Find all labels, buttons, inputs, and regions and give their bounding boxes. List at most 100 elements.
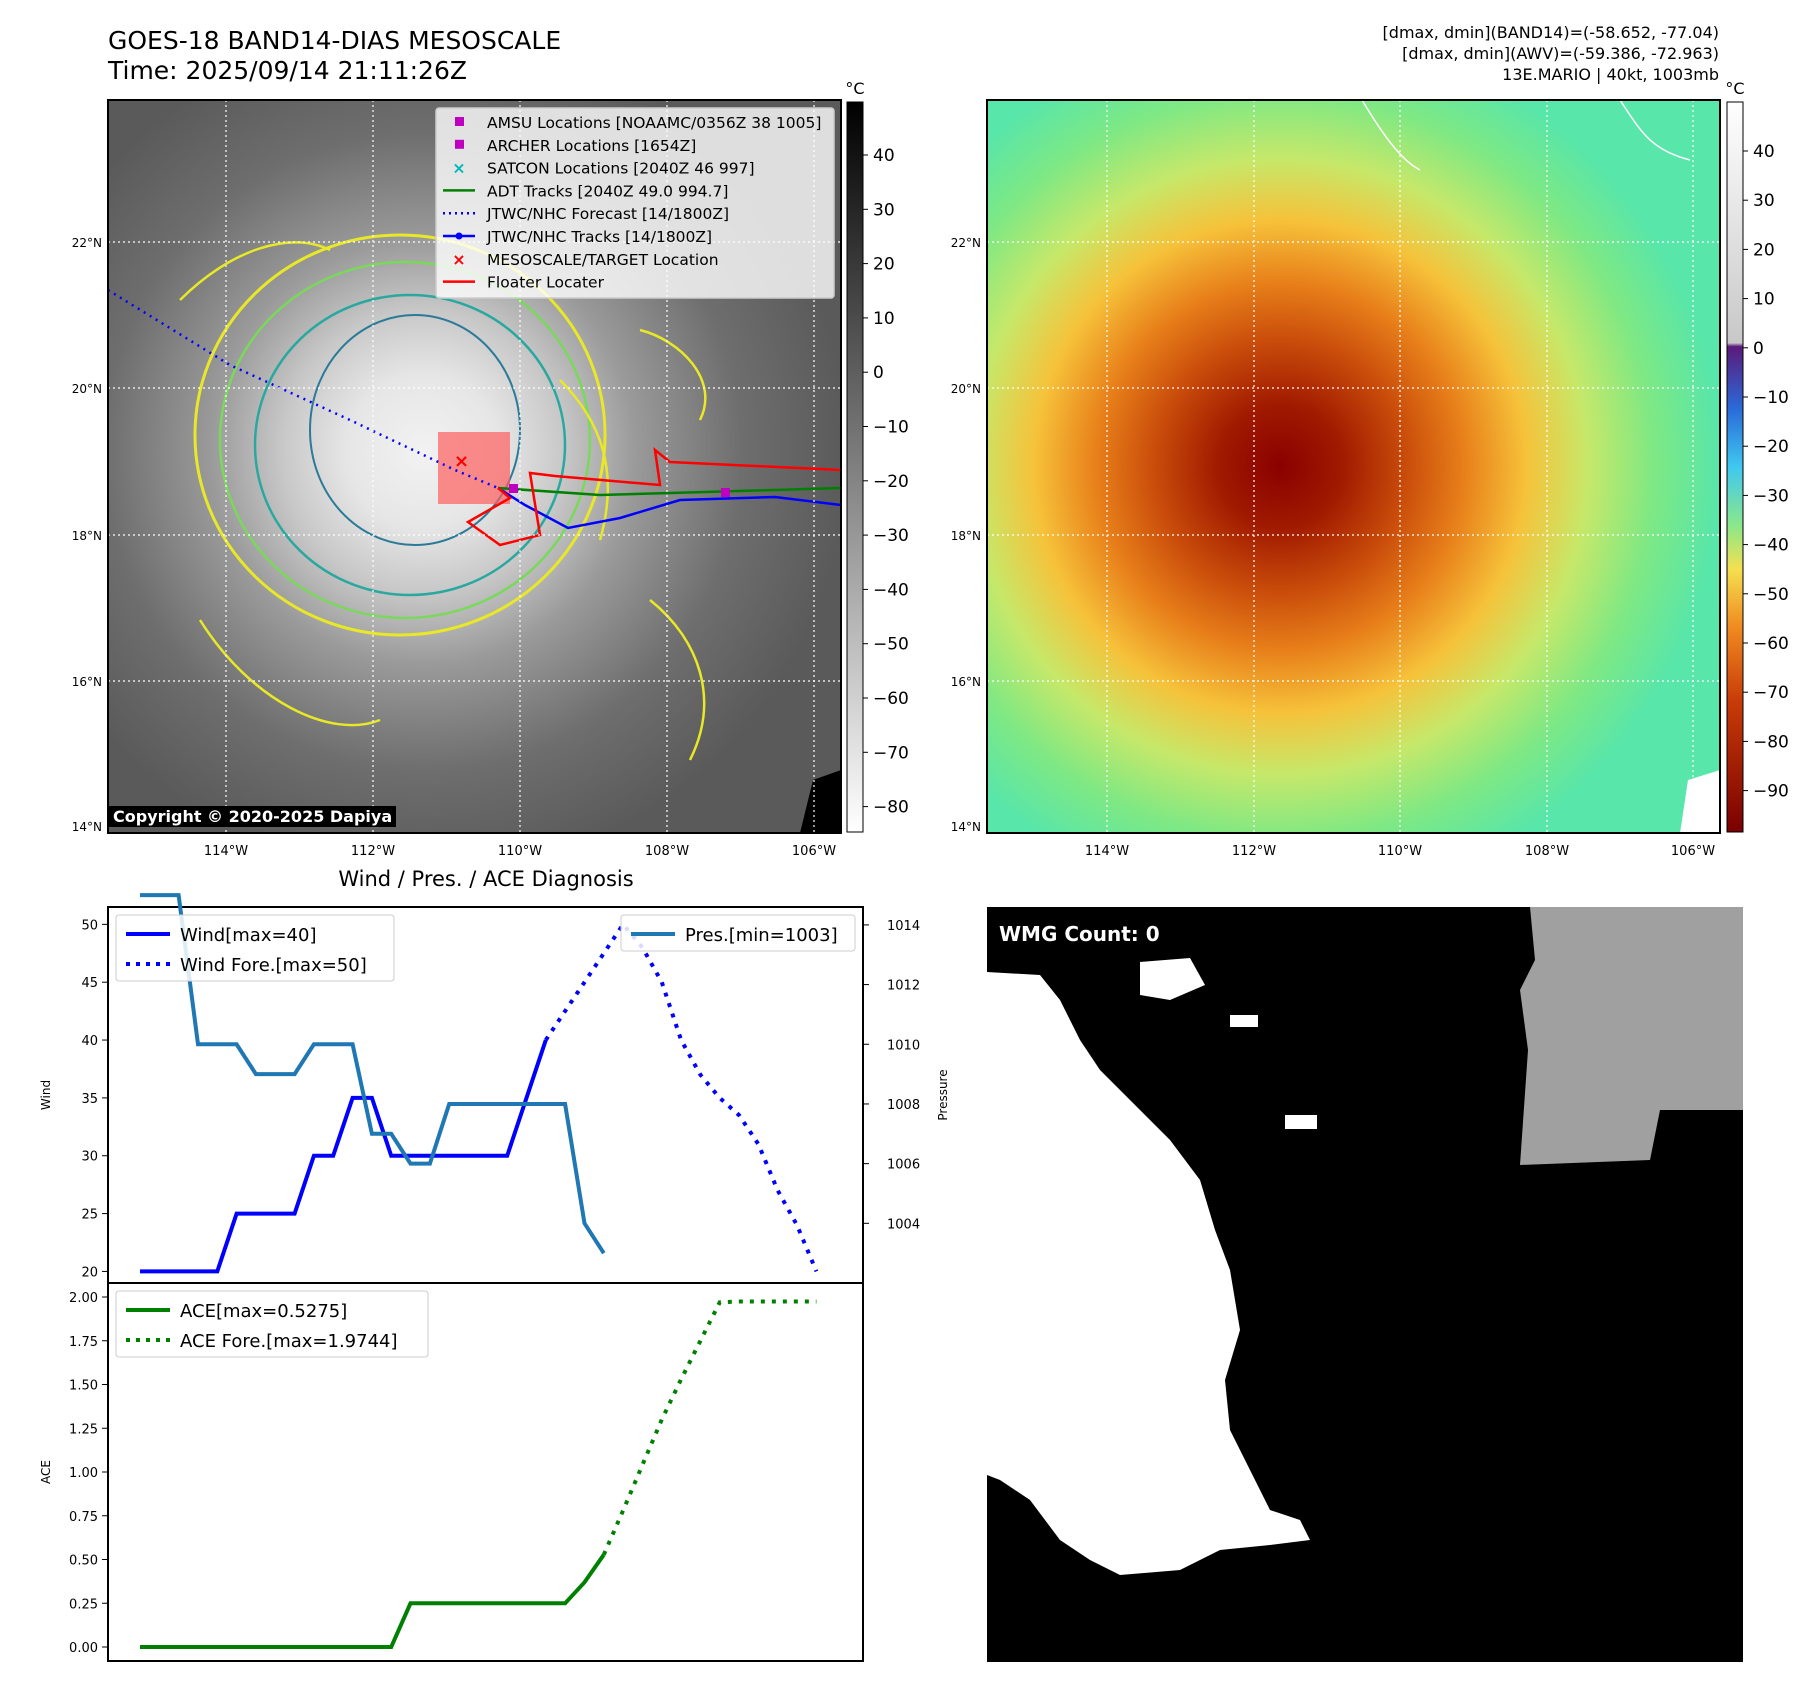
adt-track-line [497, 486, 841, 497]
colorbar-tick-label: −20 [1753, 437, 1789, 457]
contour-outer-yellow [193, 233, 607, 637]
legend-label: SATCON Locations [2040Z 46 997] [487, 160, 755, 178]
colorbar-tick-label: −30 [1753, 486, 1789, 506]
legend-marker [455, 117, 464, 126]
awv-frame [986, 99, 1721, 834]
ir-lon-label: 112°W [351, 844, 395, 859]
legend-label: ACE[max=0.5275] [180, 1301, 347, 1322]
y-axis-label: Wind [39, 1080, 53, 1110]
y-tick-label: 35 [81, 1092, 98, 1107]
y2-tick-label: 1014 [887, 919, 920, 934]
diagnosis-title: Wind / Pres. / ACE Diagnosis [338, 867, 633, 891]
band14-range: [dmax, dmin](BAND14)=(-58.652, -77.04) [1382, 23, 1719, 42]
ir-lon-label: 114°W [204, 844, 248, 859]
y-tick-label: 0.25 [69, 1597, 98, 1612]
colorbar-tick-label: 30 [1753, 191, 1775, 211]
awv-lon-label: 114°W [1085, 844, 1129, 859]
colorbar-tick-label: −50 [1753, 585, 1789, 605]
wmg-white-blob [1140, 958, 1205, 1000]
ir-colorbar: °C 40 30 20 10 0 −10 −20 −30 −40 −50 −60 −70 −80 [845, 79, 909, 833]
y-tick-label: 1.50 [69, 1379, 98, 1394]
legend-label: JTWC/NHC Tracks [14/1800Z] [486, 228, 712, 246]
legend-label: MESOSCALE/TARGET Location [487, 251, 719, 269]
y-tick-label: 1.00 [69, 1466, 98, 1481]
y2-tick-label: 1006 [887, 1158, 920, 1173]
awv-gridlines [987, 100, 1720, 833]
y-tick-label: 20 [81, 1265, 98, 1280]
ace-chart: 2.00 1.75 1.50 1.25 1.00 0.75 0.50 0.25 0.00 ACE A… [39, 1282, 864, 1662]
series-line [544, 921, 819, 1273]
awv-colorbar: °C 40 30 20 10 0 −10 −20 −30 −40 −50 −60 −70 −80 −90 [1725, 79, 1789, 833]
chart-legend-box [115, 914, 395, 982]
target-marker: × [454, 451, 469, 472]
storm-stats: [dmax, dmin](BAND14)=(-58.652, -77.04) [… [1383, 22, 1719, 85]
colorbar-tick-label: 0 [873, 363, 884, 383]
title-line-1: GOES-18 BAND14-DIAS MESOSCALE [108, 26, 562, 55]
series-line [140, 1039, 548, 1274]
y2-tick-label: 1004 [887, 1217, 920, 1232]
contour-bands [179, 241, 707, 761]
ir-frame [107, 99, 842, 834]
legend-dot [455, 232, 463, 240]
colorbar-tick-label: −10 [873, 418, 909, 438]
series-line [140, 1553, 606, 1649]
legend-label: Wind Fore.[max=50] [180, 955, 367, 976]
y2-axis-label: Pressure [936, 1069, 950, 1120]
floater-track [465, 447, 841, 547]
colorbar-tick-label: −70 [873, 743, 909, 763]
colorbar-tick-label: −80 [873, 798, 909, 818]
legend-marker: × [452, 159, 465, 178]
legend-label: Wind[max=40] [180, 925, 317, 946]
legend-label: Floater Locater [487, 274, 605, 292]
y2-tick-label: 1008 [887, 1098, 920, 1113]
chart-legend-right-box [620, 914, 856, 952]
wmg-count-label: WMG Count: 0 [999, 922, 1160, 946]
chart-legend-box [115, 1290, 429, 1358]
awv-imagery [987, 100, 1720, 833]
ir-no-data [800, 770, 841, 833]
awv-lat-label: 16°N [951, 675, 981, 689]
title-line-2: Time: 2025/09/14 21:11:26Z [108, 56, 467, 85]
colorbar-tick-label: 0 [1753, 339, 1764, 359]
ir-colorbar-unit: °C [845, 79, 864, 98]
ir-lon-label: 106°W [792, 844, 836, 859]
wmg-white-region [987, 972, 1310, 1575]
series-line [140, 893, 606, 1255]
legend-label: AMSU Locations [NOAAMC/0356Z 38 1005] [487, 114, 821, 132]
colorbar-tick-label: −10 [1753, 388, 1789, 408]
wmg-white-speck-2 [1230, 1015, 1258, 1027]
y-tick-label: 0.50 [69, 1554, 98, 1569]
series-line [601, 1299, 817, 1556]
y-tick-label: 1.75 [69, 1335, 98, 1350]
colorbar-tick-label: 40 [873, 146, 895, 166]
colorbar-tick-label: −50 [873, 635, 909, 655]
ir-lon-label: 108°W [645, 844, 689, 859]
awv-lat-label: 20°N [951, 382, 981, 396]
storm-summary: 13E.MARIO | 40kt, 1003mb [1502, 65, 1719, 84]
ir-colorbar-ticks: 40 30 20 10 0 −10 −20 −30 −40 −50 −60 −70 −80 [863, 146, 909, 818]
colorbar-tick-label: −70 [1753, 683, 1789, 703]
awv-map-panel: °C 40 30 20 10 0 −10 −20 −30 −40 −50 −60 −70 −80 −90 [986, 79, 1789, 834]
colorbar-tick-label: −90 [1753, 782, 1789, 802]
y-tick-label: 0.00 [69, 1641, 98, 1656]
jtwc-track-line [497, 486, 841, 530]
ir-lat-label: 16°N [72, 675, 102, 689]
coastline [1361, 100, 1691, 171]
colorbar-tick-label: 20 [1753, 240, 1775, 260]
y2-tick-label: 1010 [887, 1038, 920, 1053]
awv-lat-label: 14°N [951, 820, 981, 834]
colorbar-tick-label: −40 [1753, 536, 1789, 556]
colorbar-tick-label: −20 [873, 472, 909, 492]
legend-marker [455, 139, 464, 149]
jtwc-forecast-line [108, 288, 499, 490]
contour-green [218, 260, 592, 620]
ir-map-panel: × AMSU Locations [NOAAMC/0356Z 38 1005]A… [107, 79, 909, 834]
wmg-gray-region [1520, 907, 1743, 1165]
ir-lat-label: 18°N [72, 529, 102, 543]
wmg-panel [987, 907, 1743, 1662]
wind-pressure-chart: 50 45 40 35 30 25 20 Wind 1014 1012 1010 1008 1006 10… [39, 893, 950, 1284]
ir-lat-label: 22°N [72, 236, 102, 250]
awv-lat-label: 18°N [951, 529, 981, 543]
awv-lon-label: 106°W [1671, 844, 1715, 859]
